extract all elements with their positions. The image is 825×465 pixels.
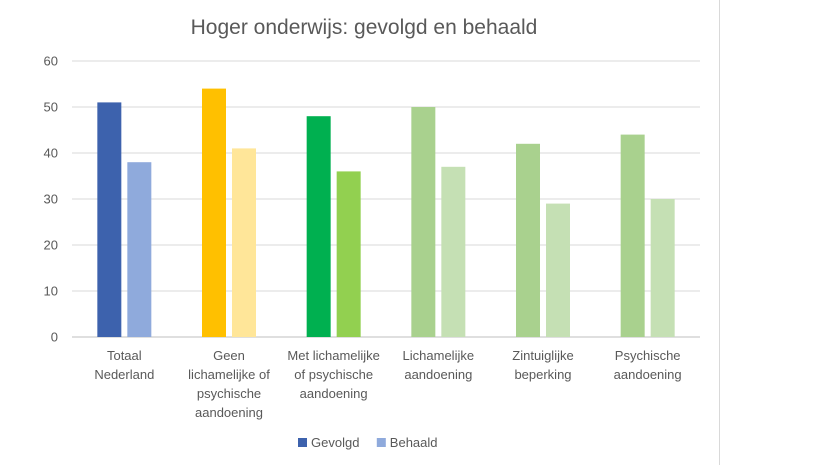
bar-gevolgd bbox=[620, 134, 645, 337]
bar-behaald bbox=[650, 199, 675, 337]
x-category-label: Geen bbox=[213, 348, 245, 363]
x-category-label: Nederland bbox=[94, 367, 154, 382]
x-category-label: psychische bbox=[197, 386, 261, 401]
x-category-label: aandoening bbox=[614, 367, 682, 382]
x-category-label: Psychische bbox=[615, 348, 681, 363]
x-category-label: aandoening bbox=[300, 386, 368, 401]
bar-behaald bbox=[441, 166, 466, 337]
bar-behaald bbox=[127, 162, 152, 337]
y-axis: 0 10 20 30 40 50 60 bbox=[44, 54, 58, 345]
legend-label: Behaald bbox=[390, 435, 438, 450]
chart-area: Hoger onderwijs: gevolgd en behaald 0 10 2… bbox=[44, 0, 720, 465]
legend-swatch bbox=[298, 438, 307, 447]
x-axis: Totaal Nederland Geen lichamelijke of psychi… bbox=[94, 348, 681, 420]
legend: Gevolgd Behaald bbox=[298, 435, 438, 450]
y-tick-label: 30 bbox=[44, 192, 58, 207]
bar-gevolgd bbox=[306, 116, 331, 337]
x-category-label: Totaal bbox=[107, 348, 142, 363]
bar-gevolgd bbox=[516, 143, 540, 337]
y-tick-label: 50 bbox=[44, 100, 58, 115]
y-tick-label: 40 bbox=[44, 146, 58, 161]
x-category-label: beperking bbox=[514, 367, 571, 382]
bar-behaald bbox=[546, 203, 570, 337]
x-category-label: of psychische bbox=[294, 367, 373, 382]
bar-behaald bbox=[232, 148, 256, 337]
legend-label: Gevolgd bbox=[311, 435, 359, 450]
bar-gevolgd bbox=[411, 107, 436, 337]
y-tick-label: 10 bbox=[44, 284, 58, 299]
chart-title: Hoger onderwijs: gevolgd en behaald bbox=[191, 16, 538, 39]
x-category-label: Zintuiglijke bbox=[512, 348, 573, 363]
bar-behaald bbox=[336, 171, 361, 337]
legend-swatch bbox=[376, 438, 386, 447]
y-tick-label: 60 bbox=[44, 54, 58, 69]
x-category-label: Met lichamelijke bbox=[287, 348, 379, 363]
gridlines bbox=[72, 60, 700, 338]
bar-gevolgd bbox=[97, 102, 122, 338]
x-category-label: aandoening bbox=[195, 405, 263, 420]
bar-chart: Hoger onderwijs: gevolgd en behaald 0 10 2… bbox=[44, 16, 700, 450]
y-tick-label: 20 bbox=[44, 238, 58, 253]
x-category-label: Lichamelijke bbox=[403, 348, 475, 363]
x-category-label: aandoening bbox=[404, 367, 472, 382]
bars bbox=[97, 88, 675, 338]
y-tick-label: 0 bbox=[51, 330, 58, 345]
bar-gevolgd bbox=[202, 88, 226, 337]
x-category-label: lichamelijke of bbox=[188, 367, 270, 382]
